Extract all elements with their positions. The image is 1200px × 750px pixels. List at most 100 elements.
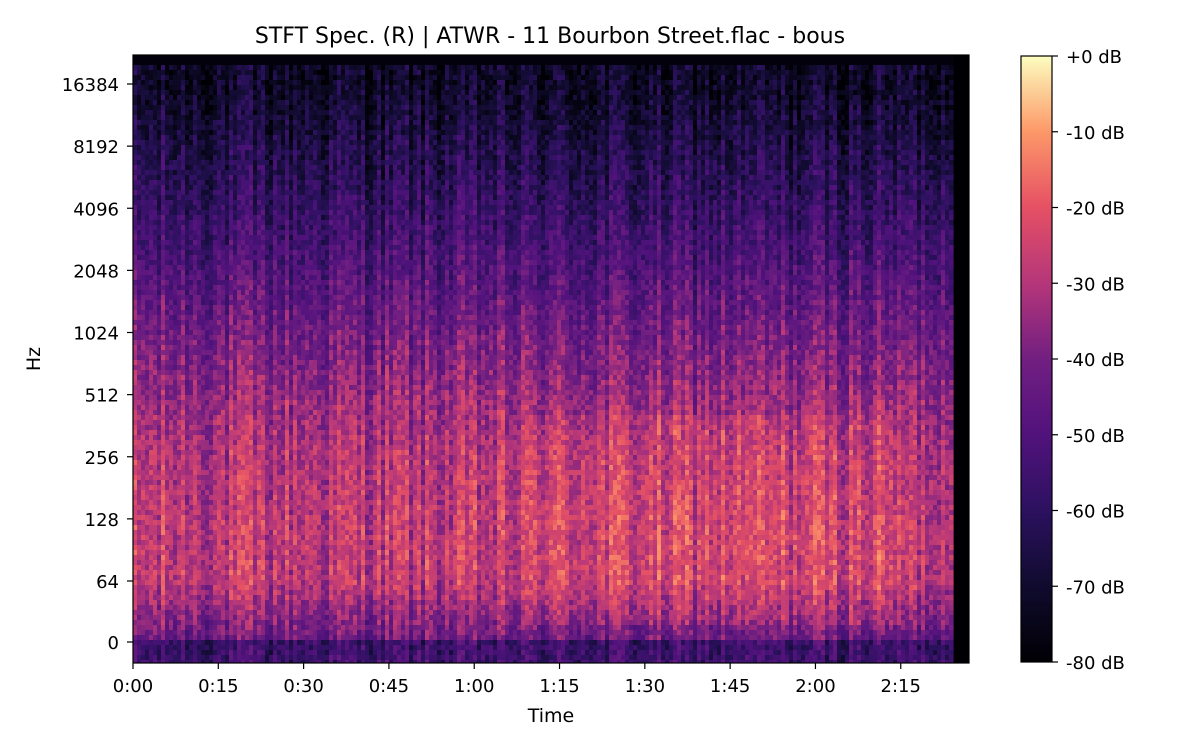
spectrogram-cell: [825, 120, 830, 126]
spectrogram-cell: [625, 55, 630, 61]
spectrogram-cell: [593, 135, 598, 141]
spectrogram-cell: [249, 165, 254, 171]
spectrogram-cell: [585, 80, 590, 86]
spectrogram-cell: [797, 85, 802, 91]
spectrogram-cell: [141, 145, 146, 151]
spectrogram-cell: [777, 115, 782, 121]
spectrogram-cell: [525, 125, 530, 131]
spectrogram-cell: [565, 100, 570, 106]
spectrogram-cell: [873, 125, 878, 131]
spectrogram-cell: [537, 110, 542, 116]
spectrogram-cell: [389, 100, 394, 106]
spectrogram-cell: [593, 130, 598, 136]
spectrogram-cell: [837, 145, 842, 151]
spectrogram-cell: [313, 100, 318, 106]
spectrogram-cell: [701, 75, 706, 81]
spectrogram-cell: [865, 80, 870, 86]
spectrogram-cell: [261, 80, 266, 86]
spectrogram-cell: [921, 90, 926, 96]
spectrogram-cell: [717, 85, 722, 91]
spectrogram-cell: [609, 150, 614, 156]
spectrogram-cell: [721, 70, 726, 76]
spectrogram-cell: [369, 90, 374, 96]
spectrogram-cell: [457, 105, 462, 111]
spectrogram-cell: [485, 155, 490, 161]
spectrogram-cell: [797, 155, 802, 161]
spectrogram-cell: [593, 125, 598, 131]
spectrogram-cell: [745, 140, 750, 146]
spectrogram-cell: [197, 85, 202, 91]
spectrogram-cell: [249, 130, 254, 136]
spectrogram-cell: [721, 100, 726, 106]
spectrogram-cell: [533, 85, 538, 91]
spectrogram-cell: [309, 110, 314, 116]
spectrogram-cell: [765, 110, 770, 116]
spectrogram-cell: [413, 155, 418, 161]
spectrogram-cell: [617, 100, 622, 106]
spectrogram-cell: [877, 145, 882, 151]
spectrogram-cell: [613, 135, 618, 141]
spectrogram-cell: [905, 155, 910, 161]
spectrogram-cell: [617, 150, 622, 156]
spectrogram-cell: [741, 135, 746, 141]
spectrogram-cell: [945, 170, 950, 176]
spectrogram-cell: [205, 115, 210, 121]
spectrogram-cell: [557, 155, 562, 161]
spectrogram-cell: [821, 115, 826, 121]
spectrogram-cell: [661, 160, 666, 166]
spectrogram-cell: [685, 160, 690, 166]
spectrogram-cell: [481, 100, 486, 106]
spectrogram-cell: [165, 90, 170, 96]
spectrogram-cell: [329, 130, 334, 136]
spectrogram-cell: [741, 145, 746, 151]
spectrogram-cell: [689, 165, 694, 171]
spectrogram-cell: [345, 130, 350, 136]
spectrogram-cell: [853, 170, 858, 176]
spectrogram-cell: [405, 90, 410, 96]
spectrogram-cell: [141, 125, 146, 131]
spectrogram-cell: [433, 170, 438, 176]
spectrogram-cell: [133, 130, 138, 136]
spectrogram-cell: [433, 65, 438, 71]
spectrogram-cell: [445, 155, 450, 161]
spectrogram-cell: [537, 130, 542, 136]
spectrogram-cell: [521, 170, 526, 176]
spectrogram-cell: [673, 80, 678, 86]
spectrogram-cell: [821, 85, 826, 91]
spectrogram-cell: [869, 140, 874, 146]
spectrogram-cell: [613, 85, 618, 91]
spectrogram-cell: [329, 110, 334, 116]
spectrogram-cell: [873, 115, 878, 121]
spectrogram-cell: [513, 55, 518, 61]
spectrogram-cell: [189, 155, 194, 161]
spectrogram-cell: [617, 90, 622, 96]
spectrogram-cell: [749, 120, 754, 126]
spectrogram-cell: [849, 145, 854, 151]
spectrogram-cell: [533, 120, 538, 126]
spectrogram-cell: [637, 160, 642, 166]
spectrogram-cell: [865, 170, 870, 176]
spectrogram-cell: [357, 120, 362, 126]
spectrogram-cell: [257, 115, 262, 121]
spectrogram-cell: [301, 170, 306, 176]
spectrogram-cell: [561, 85, 566, 91]
spectrogram-cell: [317, 75, 322, 81]
spectrogram-cell: [389, 140, 394, 146]
spectrogram-cell: [565, 65, 570, 71]
spectrogram-cell: [585, 160, 590, 166]
spectrogram-cell: [653, 165, 658, 171]
spectrogram-cell: [437, 80, 442, 86]
spectrogram-cell: [729, 125, 734, 131]
spectrogram-cell: [549, 155, 554, 161]
spectrogram-cell: [149, 105, 154, 111]
spectrogram-cell: [389, 120, 394, 126]
spectrogram-cell: [361, 120, 366, 126]
spectrogram-cell: [633, 65, 638, 71]
spectrogram-cell: [153, 65, 158, 71]
spectrogram-cell: [353, 130, 358, 136]
spectrogram-cell: [521, 100, 526, 106]
spectrogram-cell: [605, 145, 610, 151]
spectrogram-cell: [621, 165, 626, 171]
spectrogram-cell: [297, 85, 302, 91]
spectrogram-cell: [409, 130, 414, 136]
